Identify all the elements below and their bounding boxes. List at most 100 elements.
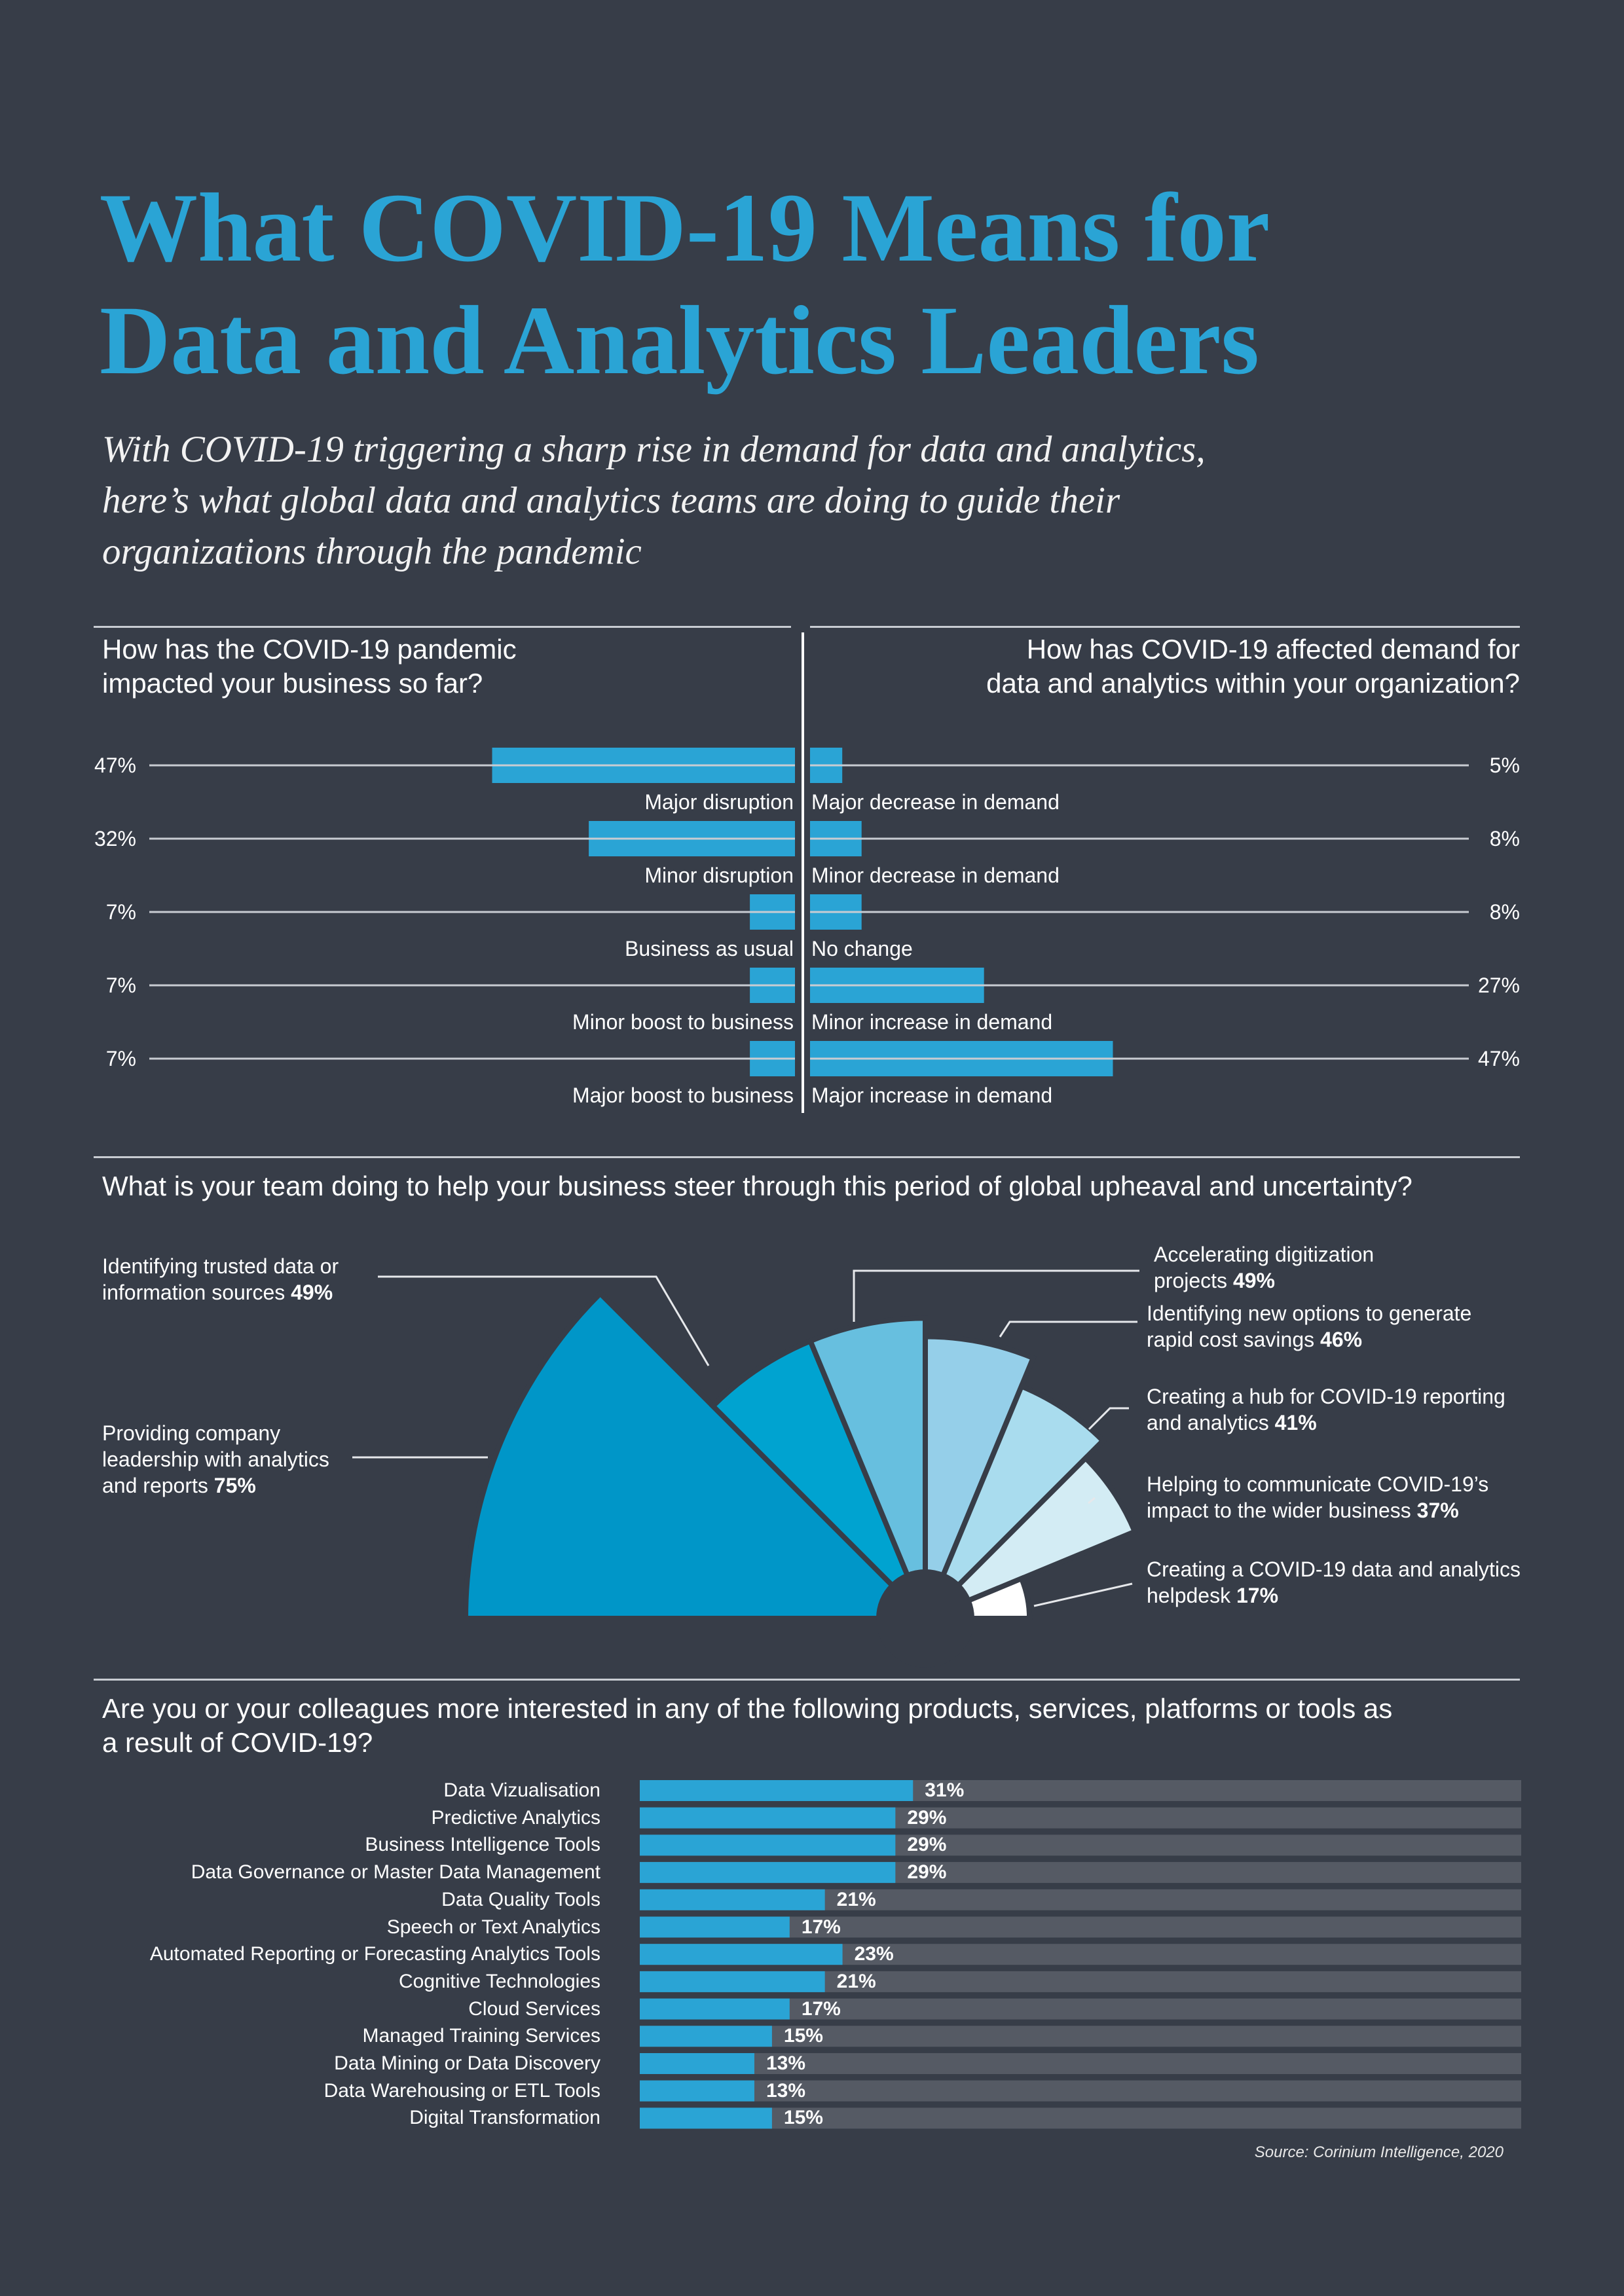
divider <box>94 626 791 628</box>
polar-label-text: Identifying trusted data or <box>102 1254 339 1278</box>
value-label: 29% <box>907 1806 947 1829</box>
value-label: 29% <box>907 1834 947 1856</box>
subtitle-line: here’s what global data and analytics te… <box>102 480 1120 521</box>
category-label: Speech or Text Analytics <box>386 1916 600 1938</box>
polar-wedge <box>923 1454 1139 1621</box>
category-label: Data Mining or Data Discovery <box>334 2052 600 2074</box>
question-line: Are you or your colleagues more interest… <box>102 1693 1393 1724</box>
value-label: 23% <box>854 1943 894 1965</box>
category-label: Data Governance or Master Data Managemen… <box>191 1861 600 1884</box>
category-label: Cognitive Technologies <box>399 1970 600 1992</box>
bar-interest <box>640 1834 896 1856</box>
value-label: 13% <box>766 2079 806 2102</box>
category-label: Managed Training Services <box>362 2025 600 2047</box>
polar-label-text: rapid cost savings <box>1147 1328 1315 1351</box>
category-label: Business as usual <box>625 937 794 960</box>
question-line: a result of COVID-19? <box>102 1727 373 1758</box>
polar-label-text: projects <box>1154 1269 1228 1292</box>
polar-wedge <box>462 1289 932 1621</box>
question-line: impacted your business so far? <box>102 668 483 699</box>
polar-label-text: Accelerating digitization <box>1154 1243 1375 1266</box>
question-line: data and analytics within your organizat… <box>986 668 1520 699</box>
polar-label-line: Providing company <box>102 1420 329 1446</box>
category-label: Digital Transformation <box>409 2107 600 2129</box>
polar-label-text: and reports <box>102 1474 208 1497</box>
category-label: Predictive Analytics <box>431 1806 600 1829</box>
polar-center-hole <box>876 1569 974 1667</box>
divider <box>94 1156 1520 1158</box>
value-label: 7% <box>105 1047 136 1070</box>
question-line: How has COVID-19 affected demand for <box>1026 634 1520 665</box>
category-label: Automated Reporting or Forecasting Analy… <box>149 1943 600 1965</box>
polar-label-text: Providing company <box>102 1421 281 1445</box>
category-label: Cloud Services <box>468 1997 600 2020</box>
subtitle-line: organizations through the pandemic <box>102 531 642 572</box>
center-divider <box>802 632 804 1113</box>
polar-wedge <box>709 1338 928 1620</box>
bar-interest <box>640 1944 843 1965</box>
polar-label-text: Identifying new options to generate <box>1147 1302 1472 1325</box>
value-label: 15% <box>783 2107 823 2129</box>
polar-label-line: Helping to communicate COVID-19’s <box>1147 1471 1488 1497</box>
category-label: Minor decrease in demand <box>811 864 1060 887</box>
leader-line <box>1033 1582 1133 1607</box>
category-label: Minor increase in demand <box>811 1010 1053 1034</box>
leader-line <box>1088 1497 1096 1504</box>
polar-label-text: leadership with analytics <box>102 1448 329 1471</box>
polar-label-line: helpdesk 17% <box>1147 1582 1521 1609</box>
polar-label-line: impact to the wider business 37% <box>1147 1497 1488 1523</box>
polar-label-line: Identifying new options to generate <box>1147 1300 1471 1326</box>
title-line: Data and Analytics Leaders <box>100 286 1259 395</box>
leader-line <box>1088 1407 1129 1430</box>
polar-label-line: Identifying trusted data or <box>102 1253 339 1279</box>
divider <box>94 1679 1520 1681</box>
polar-label: Identifying new options to generate rapid… <box>1147 1300 1471 1353</box>
polar-label-text: helpdesk <box>1147 1584 1231 1607</box>
polar-label-text: and analytics <box>1147 1411 1269 1434</box>
polar-label: Creating a hub for COVID-19 reporting and… <box>1147 1383 1505 1436</box>
value-label: 17% <box>801 1916 841 1938</box>
polar-wedge <box>923 1383 1107 1620</box>
category-label: No change <box>811 937 913 960</box>
bar-interest <box>640 1971 825 1992</box>
polar-label: Helping to communicate COVID-19’s impact … <box>1147 1471 1488 1523</box>
bar-interest <box>640 1998 790 2020</box>
question-business-impact: How has the COVID-19 pandemic impacted y… <box>102 632 517 701</box>
value-label: 7% <box>105 900 136 924</box>
value-label: 31% <box>925 1779 965 1801</box>
category-label: Data Vizualisation <box>443 1779 600 1801</box>
leader-line <box>853 1269 1139 1322</box>
category-label: Major disruption <box>644 790 794 814</box>
polar-label-text: Creating a hub for COVID-19 reporting <box>1147 1385 1505 1408</box>
polar-label-text: information sources <box>102 1281 286 1304</box>
category-label: Major decrease in demand <box>811 790 1060 814</box>
page-title: What COVID-19 Means for Data and Analyti… <box>100 172 1270 397</box>
polar-label-line: projects 49% <box>1154 1267 1374 1294</box>
leader-line <box>378 1275 710 1366</box>
value-label: 13% <box>766 2052 806 2074</box>
polar-label-line: and analytics 41% <box>1147 1410 1505 1436</box>
value-label: 29% <box>907 1861 947 1884</box>
polar-label-value: 17% <box>1236 1584 1279 1607</box>
polar-label-value: 49% <box>291 1281 333 1304</box>
value-label: 7% <box>105 974 136 997</box>
category-label: Major increase in demand <box>811 1084 1053 1107</box>
bar-interest <box>640 2080 754 2102</box>
value-label: 8% <box>1489 900 1520 924</box>
polar-label-value: 75% <box>213 1474 256 1497</box>
value-label: 21% <box>836 1888 876 1910</box>
question-team-actions: What is your team doing to help your bus… <box>102 1171 1412 1201</box>
polar-label: Providing company leadership with analyti… <box>102 1420 329 1499</box>
polar-label-value: 41% <box>1274 1411 1317 1434</box>
leader-line <box>999 1321 1137 1338</box>
bar-interest <box>640 1862 896 1884</box>
bar-track <box>640 2053 1521 2074</box>
value-label: 47% <box>1477 1047 1520 1070</box>
value-label: 27% <box>1477 974 1520 997</box>
polar-label-value: 46% <box>1320 1328 1363 1351</box>
bar-track <box>640 2107 1521 2129</box>
bar-interest <box>640 2026 772 2047</box>
bar-track <box>640 2026 1521 2047</box>
category-label: Minor disruption <box>644 864 794 887</box>
